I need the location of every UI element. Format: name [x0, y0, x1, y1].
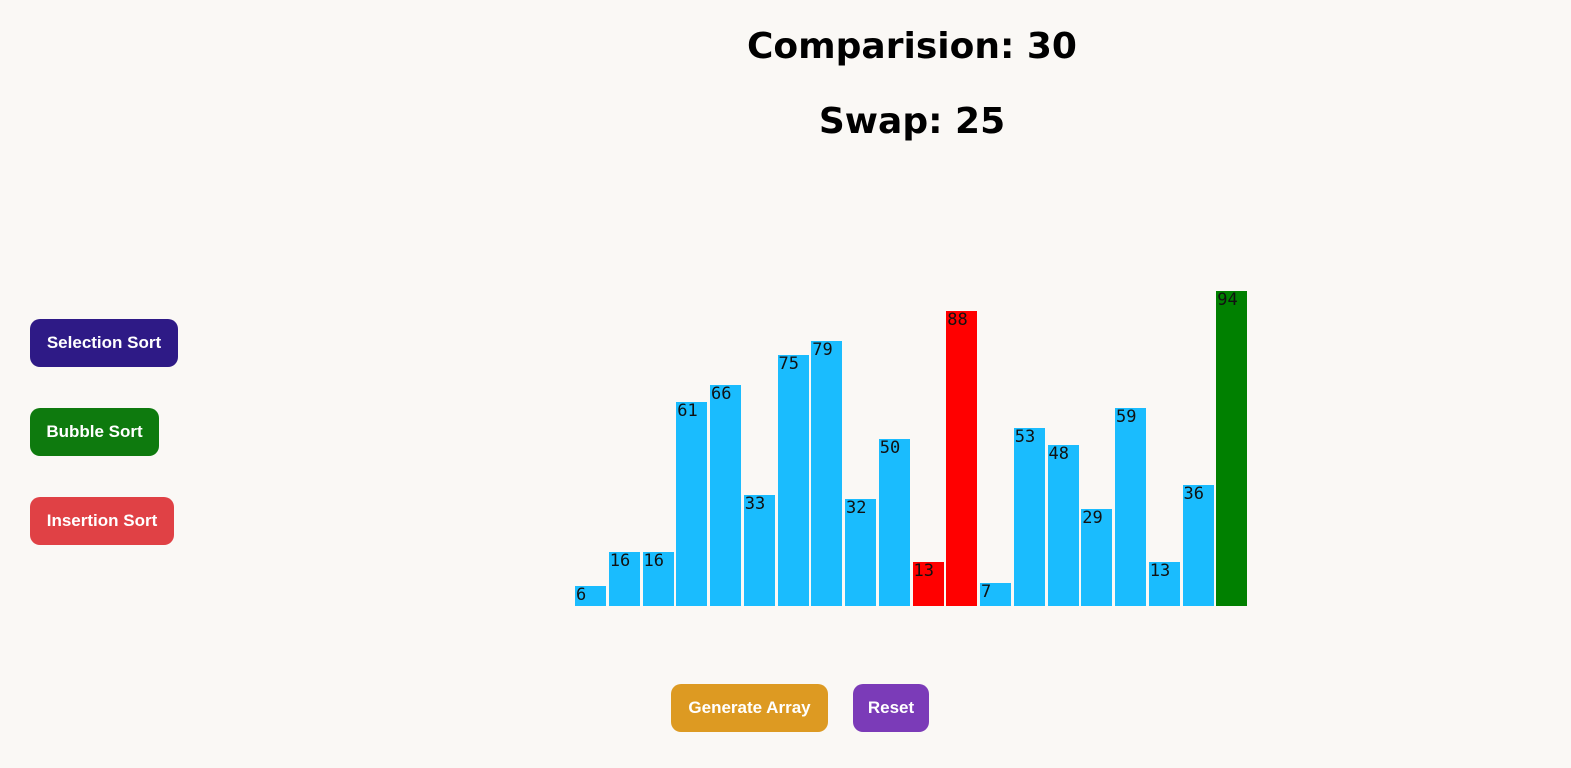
swap-count: Swap: 25: [818, 101, 1006, 142]
bar-value-label: 94: [1217, 290, 1238, 311]
bar-value-label: 36: [1183, 484, 1204, 505]
array-bar: 32: [845, 497, 876, 606]
bar-value-label: 75: [778, 353, 799, 374]
insertion-sort-button[interactable]: Insertion Sort: [30, 497, 174, 545]
bar-value-label: 13: [1149, 561, 1171, 582]
bar-value-label: 32: [846, 497, 867, 518]
bar-value-label: 29: [1082, 507, 1103, 528]
bar-value-label: 13: [913, 561, 934, 582]
bar-value-label: 16: [643, 551, 664, 572]
bar-value-label: 53: [1014, 427, 1036, 448]
array-bar: 29: [1081, 507, 1113, 606]
bar-value-label: 66: [711, 383, 732, 404]
array-bar: 36: [1182, 484, 1214, 606]
array-bar: 59: [1115, 408, 1146, 606]
generate-array-button[interactable]: Generate Array: [671, 684, 828, 732]
array-bar: 48: [1047, 444, 1079, 606]
array-bar: 16: [608, 551, 640, 606]
bar-value-label: 50: [879, 437, 901, 458]
array-bar: 94: [1216, 290, 1248, 606]
bar-value-label: 33: [744, 494, 766, 515]
bar-value-label: 6: [576, 584, 587, 605]
bar-value-label: 16: [609, 551, 631, 572]
array-bar: 13: [912, 561, 944, 606]
bubble-sort-button[interactable]: Bubble Sort: [30, 408, 159, 456]
array-bar: 6: [575, 584, 606, 606]
array-bar: 7: [980, 581, 1011, 606]
array-bar: 79: [811, 340, 843, 606]
bar-value-label: 61: [677, 400, 698, 421]
bar-value-label: 48: [1048, 444, 1069, 465]
bar-value-label: 7: [981, 581, 992, 602]
bar-value-label: 88: [947, 310, 968, 331]
array-bar: 75: [777, 353, 809, 606]
bar-value-label: 79: [812, 340, 833, 361]
array-bar: 61: [676, 400, 708, 606]
bar-value-label: 59: [1116, 407, 1137, 428]
array-bar: 16: [642, 551, 674, 606]
array-bar: 13: [1148, 561, 1180, 606]
array-bar: 88: [946, 310, 978, 606]
array-bar: 66: [710, 383, 741, 606]
reset-button[interactable]: Reset: [853, 684, 929, 732]
selection-sort-button[interactable]: Selection Sort: [30, 319, 178, 367]
array-bar: 50: [878, 437, 910, 606]
array-bar: 53: [1013, 427, 1045, 606]
array-bar: 33: [743, 494, 775, 606]
comparison-count: Comparision: 30: [747, 26, 1077, 67]
